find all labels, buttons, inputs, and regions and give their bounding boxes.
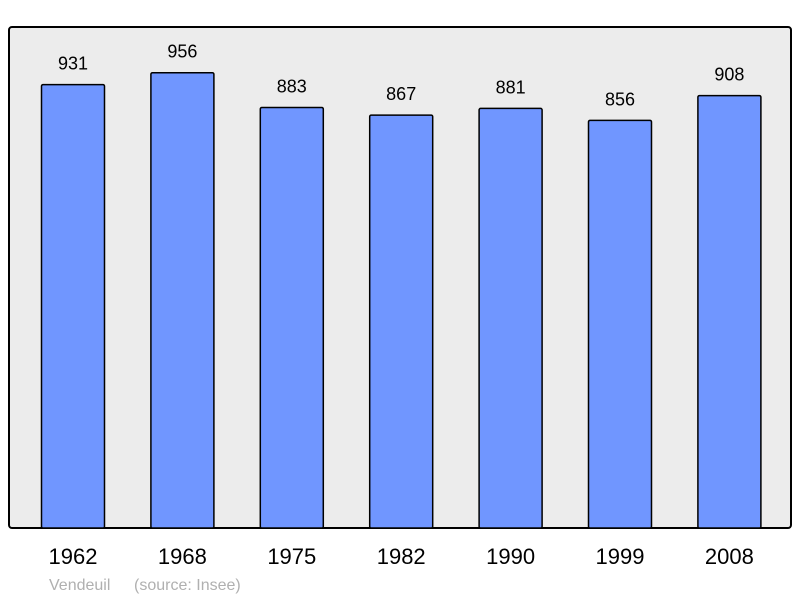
data-label-1982: 867 xyxy=(386,84,416,104)
footer-place: Vendeuil xyxy=(49,577,110,594)
x-tick-label: 2008 xyxy=(705,544,754,569)
bar-2008 xyxy=(697,94,762,529)
data-label-1990: 881 xyxy=(496,77,526,97)
bar-1990 xyxy=(478,107,543,529)
x-tick-label: 1962 xyxy=(49,544,98,569)
x-tick-label: 1975 xyxy=(267,544,316,569)
data-label-2008: 908 xyxy=(714,65,744,85)
x-tick-label: 1999 xyxy=(596,544,645,569)
data-label-1975: 883 xyxy=(277,76,307,96)
bar-1968 xyxy=(150,71,215,529)
bar-1962 xyxy=(40,83,106,529)
data-label-1999: 856 xyxy=(605,89,635,109)
bar-1975 xyxy=(259,106,325,529)
data-label-1968: 956 xyxy=(167,42,197,62)
data-label-1962: 931 xyxy=(58,54,88,74)
x-tick-label: 1990 xyxy=(486,544,535,569)
x-tick-label: 1968 xyxy=(158,544,207,569)
footer-source: (source: Insee) xyxy=(134,577,241,594)
bar-1982 xyxy=(368,114,434,529)
x-tick-label: 1982 xyxy=(377,544,426,569)
bar-1999 xyxy=(587,119,653,529)
